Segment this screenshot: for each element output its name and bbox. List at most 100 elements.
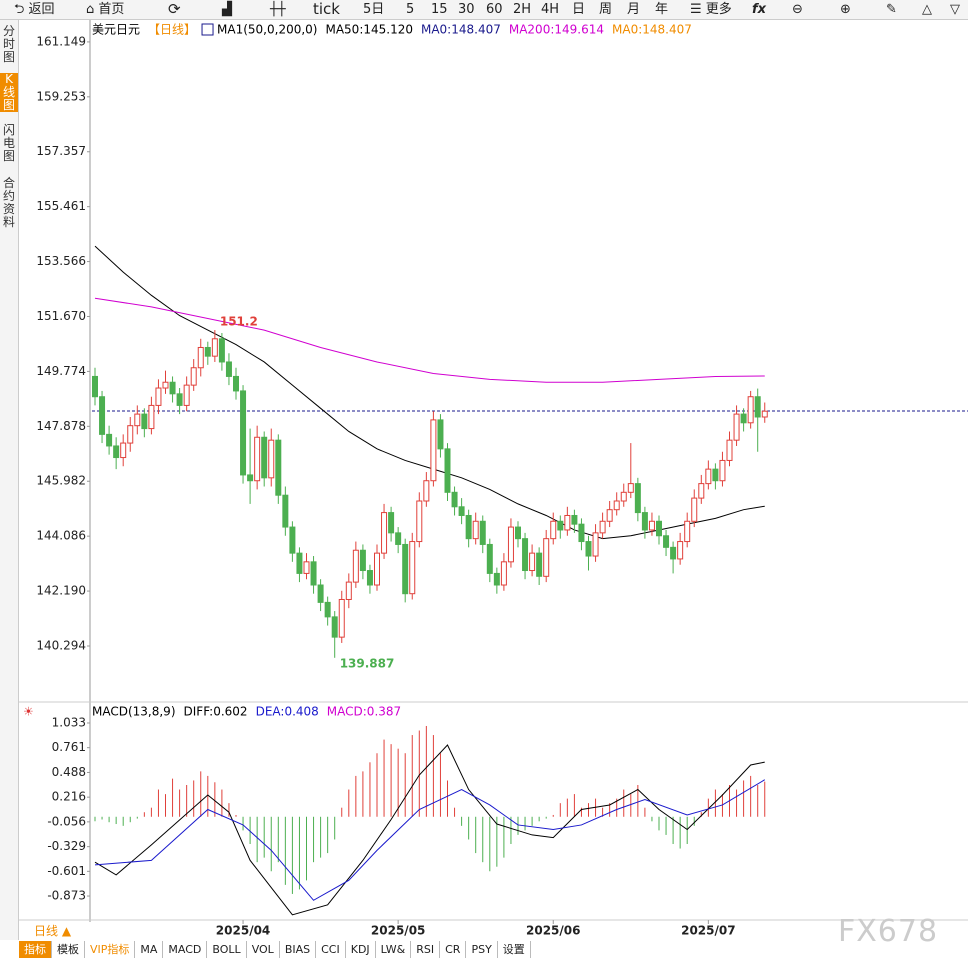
side-tab[interactable]: 分时图 <box>2 24 15 64</box>
period-btn[interactable]: 日 <box>572 2 586 17</box>
period-btn[interactable]: 5日 <box>363 2 385 17</box>
candle-body <box>493 572 500 586</box>
candle-body <box>338 598 345 638</box>
candle-body <box>747 396 754 424</box>
tab[interactable]: LW& <box>376 941 412 958</box>
candle-icon[interactable]: ┼┼ <box>270 2 286 17</box>
tab[interactable]: CR <box>440 941 467 958</box>
tab[interactable]: 指标 <box>19 941 52 958</box>
refresh-icon[interactable]: ⟳ <box>168 0 181 18</box>
candle-body <box>571 514 578 525</box>
period-btn[interactable]: 周 <box>599 2 613 17</box>
watermark: FX678 <box>838 914 939 949</box>
period-selector[interactable]: 日线 ▲ <box>20 922 100 940</box>
candle-body <box>698 483 705 499</box>
period-btn[interactable]: 4H <box>541 2 560 17</box>
ma-line <box>94 779 766 901</box>
back-btn[interactable]: ⮌ 返回 <box>14 2 55 17</box>
y-tick-label: 149.774 <box>36 364 86 378</box>
tab[interactable]: KDJ <box>346 941 376 958</box>
candle-body <box>261 436 268 479</box>
tab[interactable]: BIAS <box>280 941 317 958</box>
legend-item: MA200:149.614 <box>509 23 604 37</box>
candle-body <box>430 419 437 482</box>
candle-body <box>127 425 134 444</box>
period-btn[interactable]: 60 <box>486 2 503 17</box>
home-btn[interactable]: ⌂ 首页 <box>86 2 125 17</box>
candle-body <box>451 491 458 508</box>
y-tick-label: 140.294 <box>36 639 86 653</box>
y-tick-label: -0.329 <box>47 839 86 853</box>
tab[interactable]: MACD <box>163 941 208 958</box>
period-btn[interactable]: 年 <box>655 2 669 17</box>
period-btn[interactable]: 15 <box>431 2 448 17</box>
y-tick-label: 155.461 <box>36 199 86 213</box>
tab[interactable]: MA <box>135 941 164 958</box>
candle-body <box>557 520 564 531</box>
candle-body <box>134 413 141 427</box>
period-btn[interactable]: 2H <box>513 2 532 17</box>
candle-body <box>296 552 303 574</box>
tab[interactable]: PSY <box>466 941 498 958</box>
candle-body <box>599 520 606 534</box>
candle-body <box>204 346 211 357</box>
tab[interactable]: RSI <box>411 941 441 958</box>
side-tab[interactable]: 合约资料 <box>2 176 15 229</box>
chart-icon[interactable]: ▟ <box>222 2 232 17</box>
tab[interactable]: BOLL <box>207 941 247 958</box>
tab-bar: 指标 模板 VIP指标 MA MACD BOLL VOL BIAS CCI KDJ LW& RSI CR… <box>19 941 531 959</box>
y-tick-label: 145.982 <box>36 474 86 488</box>
candle-body <box>388 512 395 534</box>
candle-body <box>366 570 373 586</box>
ma-line <box>94 245 765 540</box>
candle-body <box>395 532 402 545</box>
candle-body <box>331 616 338 638</box>
period-btn[interactable]: 30 <box>458 2 475 17</box>
period-btn[interactable]: 月 <box>627 2 641 17</box>
tab[interactable]: 模板 <box>52 941 85 958</box>
more-btn[interactable]: ☰ 更多 <box>690 2 732 17</box>
candle-body <box>289 526 296 554</box>
candle-body <box>670 546 677 560</box>
y-tick-label: -0.873 <box>47 889 86 903</box>
candle-body <box>409 541 416 595</box>
tab[interactable]: CCI <box>316 941 346 958</box>
tab[interactable]: 设置 <box>498 941 531 958</box>
down-icon[interactable]: ▽ <box>950 2 960 17</box>
y-tick-label: 144.086 <box>36 529 86 543</box>
period-btn[interactable]: 5 <box>406 2 415 17</box>
draw-icon[interactable]: ✎ <box>886 2 897 17</box>
side-tab[interactable]: 闪电图 <box>2 123 15 163</box>
candle-body <box>648 520 655 531</box>
candle-body <box>324 601 331 618</box>
candle-body <box>472 520 479 540</box>
candle-body <box>99 396 106 435</box>
candle-body <box>359 549 366 572</box>
candle-body <box>754 396 761 418</box>
candle-body <box>592 532 599 557</box>
candle-body <box>479 520 486 545</box>
candle-body <box>374 552 380 586</box>
candle-body <box>352 549 359 583</box>
candle-body <box>113 445 120 459</box>
candle-body <box>677 541 684 560</box>
candle-body <box>733 413 740 441</box>
zoom-in[interactable]: ⊕ <box>840 2 851 17</box>
tab[interactable]: VIP指标 <box>85 941 136 958</box>
fx-icon[interactable]: fx <box>752 2 767 17</box>
period-btn[interactable]: tick <box>313 0 340 18</box>
candle-body <box>458 506 465 516</box>
up-icon[interactable]: △ <box>922 2 932 17</box>
candle-body <box>437 419 444 450</box>
candle-body <box>120 442 127 459</box>
candle-body <box>317 584 324 603</box>
candle-body <box>691 497 698 522</box>
candle-body <box>500 561 507 586</box>
tab[interactable]: VOL <box>247 941 280 958</box>
zoom-out[interactable]: ⊖ <box>792 2 803 17</box>
ma-line <box>94 297 765 383</box>
candle-body <box>225 361 232 377</box>
candle-body <box>641 512 648 531</box>
